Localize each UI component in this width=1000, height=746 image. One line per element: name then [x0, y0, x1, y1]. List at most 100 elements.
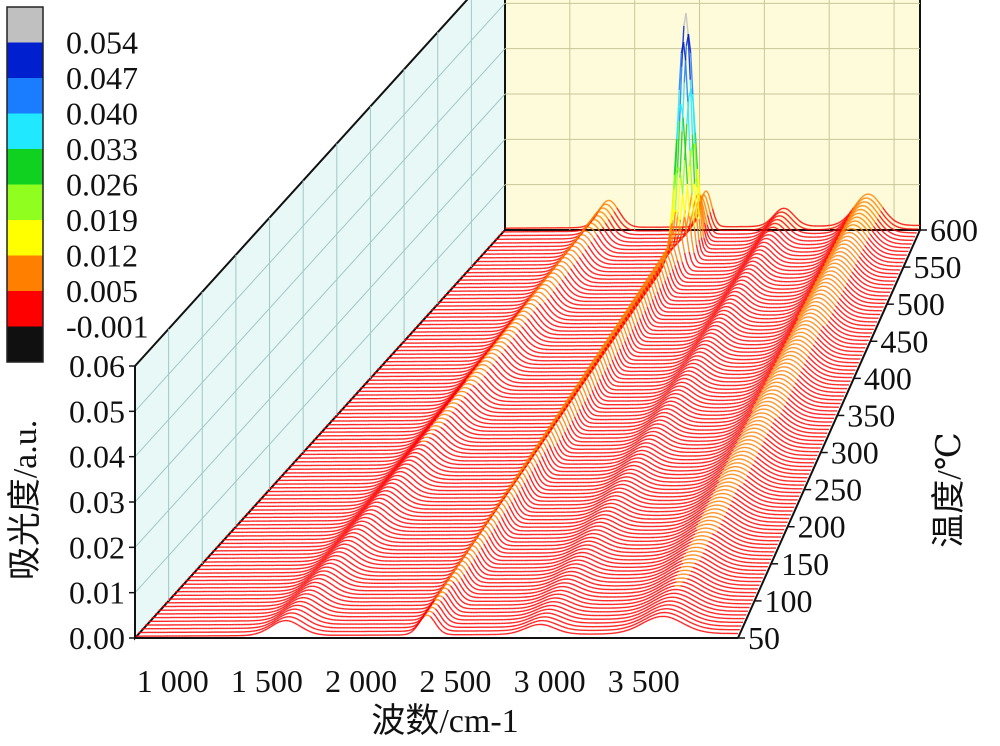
x-tick-label: 1 000	[137, 663, 209, 699]
colorbar-swatch	[7, 78, 43, 114]
side-grid-line	[134, 184, 506, 594]
colorbar-swatch	[7, 326, 43, 362]
x-axis-ticks: 1 000 1 500 2 000 2 500 3 000 3 500	[137, 663, 680, 699]
colorbar	[6, 6, 44, 363]
spectrum-line	[330, 390, 834, 422]
colorbar-label: -0.001	[66, 309, 149, 345]
spectrum-line	[269, 460, 805, 489]
spectrum-line	[188, 552, 765, 578]
spectrum-line	[158, 587, 750, 611]
spectrum-line	[209, 529, 775, 556]
colorbar-frame	[6, 6, 44, 363]
temperature-tick-label: 500	[897, 286, 945, 322]
spectrum-line	[182, 560, 762, 585]
spectrum-line	[195, 544, 768, 571]
absorbance-tick-label: 0.03	[69, 484, 125, 520]
spectrum-line	[192, 548, 767, 574]
colorbar-swatch	[7, 291, 43, 327]
absorbance-tick-label: 0.01	[69, 575, 125, 611]
colorbar-label: 0.026	[66, 167, 138, 203]
back-wall	[504, 0, 921, 231]
colorbar-label: 0.040	[66, 96, 138, 132]
temperature-tick-label: 450	[880, 323, 928, 359]
spectrum-line	[444, 259, 891, 296]
colorbar-label: 0.054	[66, 25, 138, 61]
temperature-tick-label: 300	[831, 435, 879, 471]
side-grid-line	[134, 48, 506, 458]
spectrum-line	[303, 421, 821, 452]
colorbar-swatch	[7, 113, 43, 149]
spectrum-line	[178, 564, 760, 589]
temperature-tick-label: 50	[748, 620, 780, 656]
spectrum-line	[353, 363, 846, 396]
colorbar-swatch	[7, 149, 43, 185]
colorbar-label: 0.033	[66, 131, 138, 167]
x-tick-label: 2 500	[419, 663, 491, 699]
spectrum-line	[283, 444, 811, 474]
colorbar-label: 0.019	[66, 202, 138, 238]
spectrum-line	[148, 598, 745, 623]
spectrum-line	[451, 251, 894, 289]
x-axis-label: 波数/cm-1	[371, 702, 518, 740]
x-tick-label: 3 500	[608, 663, 680, 699]
colorbar-swatch	[7, 7, 43, 43]
spectrum-line	[225, 510, 783, 537]
spectrum-line	[316, 405, 828, 437]
spectrum-line	[343, 375, 841, 407]
spectrum-line	[151, 595, 747, 619]
spectrum-line	[161, 583, 752, 608]
spectrum-line	[279, 448, 810, 478]
spectrum-line	[313, 409, 826, 441]
x-tick-label: 3 000	[514, 663, 586, 699]
y-axis-label: 吸光度/a.u.	[6, 420, 44, 581]
absorbance-tick-label: 0.00	[69, 620, 125, 656]
temperature-tick-label: 250	[814, 472, 862, 508]
spectrum-line	[323, 398, 831, 430]
spectrum-line	[165, 579, 753, 604]
spectrum-line	[380, 332, 859, 367]
spectrum-line	[212, 525, 777, 552]
colorbar-swatch	[7, 184, 43, 220]
temperature-tick-label: 200	[798, 509, 846, 545]
colorbar-swatch	[7, 255, 43, 291]
spectrum-line	[441, 263, 889, 300]
side-grid-line	[134, 2, 506, 412]
spectrum-line	[252, 479, 796, 508]
spectrum-line	[397, 313, 868, 348]
spectrum-line	[229, 506, 785, 533]
spectrum-line	[410, 298, 874, 333]
spectrum-line	[400, 309, 869, 344]
spectrum-line	[239, 494, 790, 522]
spectrum-line	[340, 379, 839, 411]
spectrum-line	[373, 340, 856, 374]
spectrum-line	[437, 267, 887, 304]
spectrum-line	[175, 568, 758, 593]
colorbar-swatch	[7, 42, 43, 78]
temperature-tick-label: 600	[930, 212, 978, 248]
spectrum-line	[246, 487, 793, 515]
spectrum-line	[286, 440, 813, 470]
colorbar-label: 0.005	[66, 273, 138, 309]
spectrum-line	[309, 413, 824, 444]
colorbar-swatch	[7, 220, 43, 256]
spectrum-line	[293, 433, 816, 463]
absorbance-tick-label: 0.04	[69, 439, 125, 475]
spectrum-line	[377, 336, 858, 370]
spectrum-line	[266, 463, 803, 493]
x-tick-label: 1 500	[231, 663, 303, 699]
spectrum-line	[215, 521, 778, 548]
spectrum-line	[168, 575, 755, 600]
spectrum-line	[414, 294, 876, 329]
spectrum-line	[272, 456, 806, 485]
spectrum-line	[222, 514, 781, 541]
spectrum-line	[498, 195, 917, 237]
spectrum-line	[145, 602, 743, 626]
absorbance-tick-label: 0.06	[69, 348, 125, 384]
temperature-tick-label: 400	[864, 360, 912, 396]
absorbance-axis-ticks: 0.00 0.01 0.02 0.03 0.04 0.05 0.06	[69, 348, 135, 656]
temperature-tick-label: 550	[913, 249, 961, 285]
spectrum-line	[172, 571, 757, 597]
temperature-tick-label: 100	[765, 583, 813, 619]
